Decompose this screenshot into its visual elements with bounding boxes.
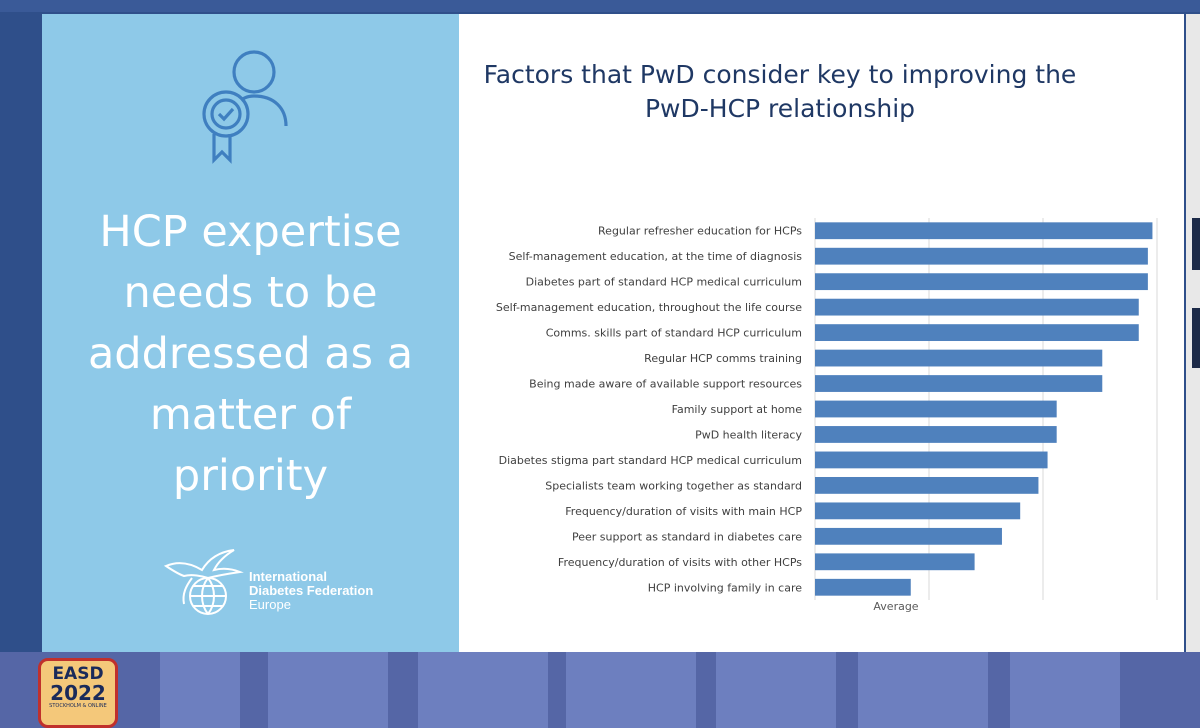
category-label: Frequency/duration of visits with other … [558, 556, 802, 569]
background-block [418, 652, 548, 728]
category-label: Diabetes part of standard HCP medical cu… [526, 276, 802, 289]
background-top [0, 0, 1200, 12]
background-block [160, 652, 240, 728]
bar [815, 502, 1021, 520]
background-block [858, 652, 988, 728]
chart-title-line: PwD-HCP relationship [644, 94, 916, 123]
background-block [1010, 652, 1120, 728]
bar [815, 375, 1103, 392]
x-axis-label: Average [873, 600, 918, 613]
adjacent-slide-mark [1192, 308, 1200, 368]
bar [815, 553, 975, 571]
bar [815, 273, 1148, 291]
headline-line: needs to be [123, 268, 378, 318]
background-block [716, 652, 836, 728]
bar [815, 527, 1002, 545]
headline-line: priority [172, 451, 329, 501]
headline: HCP expertise needs to be addressed as a… [42, 202, 459, 507]
logo-line: International [249, 569, 328, 584]
category-label: HCP involving family in care [648, 581, 802, 594]
badge-line: 2022 [50, 681, 106, 705]
chart-title: Factors that PwD consider key to improvi… [430, 58, 1130, 126]
category-label: Frequency/duration of visits with main H… [565, 505, 802, 518]
category-label: Family support at home [672, 403, 803, 416]
category-label: PwD health literacy [695, 428, 802, 441]
bar [815, 451, 1048, 469]
idf-logo-text: International Diabetes Federation Europe [249, 570, 373, 612]
bar [815, 222, 1153, 240]
badge-line: STOCKHOLM & ONLINE [49, 703, 107, 709]
category-label: Regular HCP comms training [644, 352, 802, 365]
category-label: Self-management education, at the time o… [509, 250, 803, 263]
chart-title-line: Factors that PwD consider key to improvi… [483, 60, 1077, 89]
headline-line: HCP expertise [99, 207, 402, 257]
bar [815, 426, 1057, 443]
bar [815, 400, 1057, 418]
headline-line: matter of [149, 390, 352, 440]
bar [815, 578, 911, 596]
bar [815, 349, 1103, 367]
category-label: Comms. skills part of standard HCP curri… [546, 327, 802, 340]
idf-logo-icon [163, 549, 244, 615]
category-label: Regular refresher education for HCPs [598, 225, 802, 238]
logo-line: Europe [249, 597, 291, 612]
badge-line: EASD [52, 664, 104, 684]
category-label: Peer support as standard in diabetes car… [572, 530, 802, 543]
easd-2022-badge: EASD 2022 STOCKHOLM & ONLINE [38, 658, 118, 728]
logo-line: Diabetes Federation [249, 583, 374, 598]
bar [815, 476, 1039, 494]
headline-line: addressed as a [87, 329, 414, 379]
background-block [566, 652, 696, 728]
bar [815, 324, 1139, 342]
background-block [268, 652, 388, 728]
category-label: Being made aware of available support re… [529, 378, 802, 391]
category-label: Diabetes stigma part standard HCP medica… [499, 454, 802, 467]
category-label: Self-management education, throughout th… [496, 301, 802, 314]
category-label: Specialists team working together as sta… [545, 479, 802, 492]
left-panel: HCP expertise needs to be addressed as a… [42, 14, 459, 652]
adjacent-slide-mark [1192, 218, 1200, 270]
person-certificate-icon [202, 50, 288, 164]
bar [815, 298, 1139, 316]
bar [815, 247, 1148, 265]
